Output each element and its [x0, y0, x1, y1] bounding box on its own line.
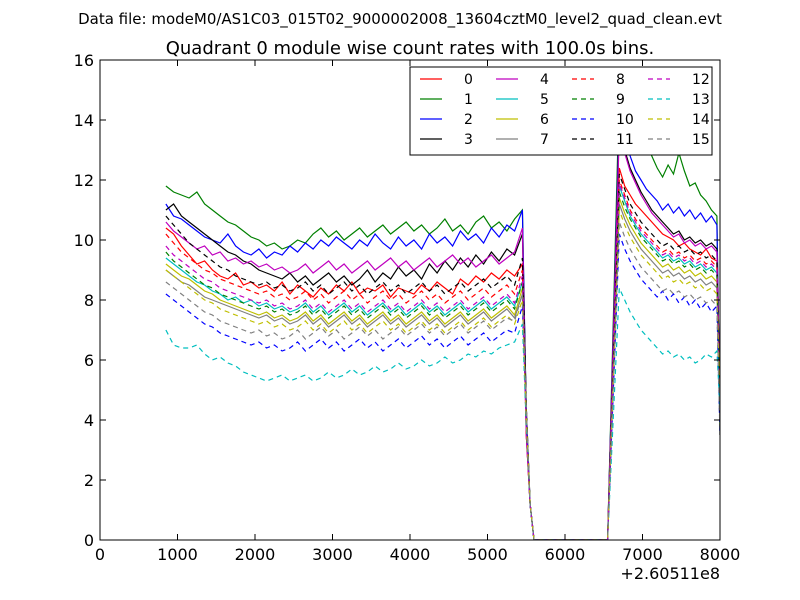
legend-label: 15 [692, 132, 710, 148]
x-tick-label: 4000 [390, 545, 431, 564]
x-tick-label: 3000 [312, 545, 353, 564]
legend-label: 4 [540, 72, 549, 88]
series-line-6 [165, 197, 720, 540]
legend-label: 3 [464, 132, 473, 148]
x-tick-label: 2000 [235, 545, 276, 564]
legend-label: 11 [616, 132, 634, 148]
legend-label: 1 [464, 92, 473, 108]
legend-label: 13 [692, 92, 710, 108]
series-line-5 [165, 185, 720, 540]
x-offset-label: +2.60511e8 [620, 564, 720, 583]
series-line-15 [165, 221, 720, 540]
legend-label: 0 [464, 72, 473, 88]
series-line-2 [165, 113, 720, 540]
legend-label: 2 [464, 112, 473, 128]
series-line-10 [165, 233, 720, 540]
series-line-8 [165, 179, 720, 540]
series-line-7 [165, 203, 720, 540]
x-tick-label: 6000 [545, 545, 586, 564]
series-line-13 [165, 287, 720, 540]
plot-area: 0 1000 2000 3000 4000 5000 6000 7000 80000246810… [74, 51, 741, 583]
chart-title: Quadrant 0 module wise count rates with … [166, 38, 655, 59]
y-tick-label: 12 [74, 171, 94, 190]
x-tick-label: 0 [95, 545, 105, 564]
legend-label: 7 [540, 132, 549, 148]
legend-label: 10 [616, 112, 634, 128]
x-tick-label: 5000 [467, 545, 508, 564]
y-tick-label: 14 [74, 111, 94, 130]
y-tick-label: 8 [84, 291, 94, 310]
y-tick-label: 2 [84, 471, 94, 490]
series-line-1 [165, 89, 720, 540]
series-line-9 [165, 191, 720, 540]
y-tick-label: 4 [84, 411, 94, 430]
series-line-3 [165, 125, 720, 540]
suptitle: Data file: modeM0/AS1C03_015T02_90000020… [78, 10, 722, 29]
legend-label: 9 [616, 92, 625, 108]
y-tick-label: 16 [74, 51, 94, 70]
legend-label: 8 [616, 72, 625, 88]
y-tick-label: 6 [84, 351, 94, 370]
series-line-4 [165, 131, 720, 540]
legend-label: 12 [692, 72, 710, 88]
series-line-12 [165, 182, 720, 540]
x-tick-label: 8000 [700, 545, 741, 564]
legend-label: 5 [540, 92, 549, 108]
series-line-11 [165, 173, 720, 540]
x-tick-label: 1000 [157, 545, 198, 564]
y-tick-label: 10 [74, 231, 94, 250]
x-tick-label: 7000 [622, 545, 663, 564]
legend-box [409, 66, 713, 156]
series-line-0 [165, 167, 720, 540]
y-tick-label: 0 [84, 531, 94, 550]
legend-label: 14 [692, 112, 710, 128]
legend-label: 6 [540, 112, 549, 128]
